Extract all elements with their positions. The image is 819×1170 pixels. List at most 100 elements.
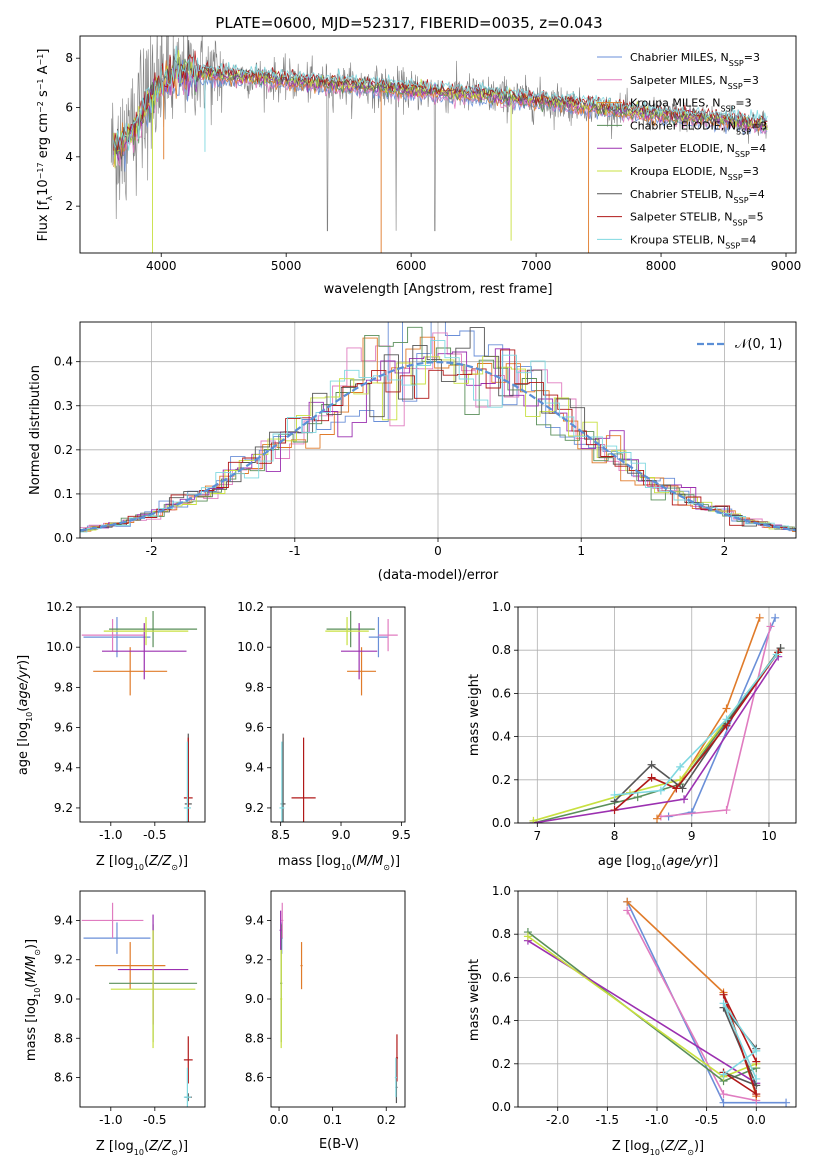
weight-point-marker (772, 650, 781, 659)
y-tick-label: 0.2 (54, 443, 73, 457)
y-tick-label: 0.2 (492, 773, 511, 787)
weight-point-marker (653, 814, 661, 823)
y-tick-label: 9.2 (245, 953, 264, 967)
legend-entry: Salpeter ELODIE, NSSP=4 (630, 142, 766, 159)
y-tick-label: 10.0 (237, 640, 264, 654)
weight-point-marker (610, 790, 619, 799)
axes-frame (517, 606, 797, 824)
x-tick-label: -2 (146, 544, 158, 558)
weight-point-marker (719, 1098, 728, 1107)
weight-line-chabrier-elodie (527, 931, 757, 1083)
x-tick-label: 8.5 (271, 828, 290, 842)
y-tick-label: 0.0 (492, 816, 511, 830)
axes-frame (270, 606, 406, 823)
y-tick-label: 9.4 (245, 761, 264, 775)
legend-entry: Salpeter STELIB, NSSP=5 (630, 211, 764, 228)
weight-point-marker (766, 622, 775, 631)
figure-title: PLATE=0600, MJD=52317, FIBERID=0035, z=0… (215, 14, 602, 32)
weight-line-chabrier-elodie (533, 647, 782, 823)
y-tick-label: 0.1 (54, 487, 73, 501)
axes-mass_vs_Z: -1.0 -0.5 8.6 8.8 9.0 9.2 9.4 (54, 890, 206, 1127)
y-tick-label: 8.6 (54, 1071, 73, 1085)
x-tick-label: 9.0 (331, 828, 350, 842)
y-tick-label: 0.8 (492, 927, 511, 941)
massZ-y-label: mass [log10(M/M⊙)] (24, 939, 42, 1061)
y-tick-label: 9.0 (245, 992, 264, 1006)
weight-point-marker (752, 1090, 761, 1099)
weight-point-marker (722, 715, 731, 724)
y-tick-label: 0.4 (54, 355, 73, 369)
axes-frame (79, 606, 206, 823)
x-tick-label: 6000 (396, 259, 427, 273)
plot-area-mass_vs_ebv (279, 902, 399, 1104)
y-tick-label: 0.6 (492, 686, 511, 700)
weight-point-marker (755, 613, 764, 622)
axes-frame (517, 890, 797, 1108)
weight-point-marker (680, 795, 689, 804)
y-tick-label: 9.2 (245, 801, 264, 815)
weight-point-marker (623, 906, 632, 915)
axes-residuals: -2 -1 0 1 2 0.0 0.1 0.2 0.3 0.4 (54, 321, 797, 558)
y-tick-label: 0.6 (492, 970, 511, 984)
weight-point-marker (610, 806, 619, 815)
weightZ-y-label: mass weight (467, 959, 482, 1041)
weight-point-marker (722, 806, 731, 815)
plot-area-age_vs_mass (279, 611, 398, 822)
x-tick-label: 0.2 (377, 1113, 396, 1127)
y-tick-label: 9.6 (54, 721, 73, 735)
y-tick-label: 10.2 (46, 600, 73, 614)
x-tick-label: 0.1 (323, 1113, 342, 1127)
y-tick-label: 4 (65, 150, 73, 164)
weightAge-y-label: mass weight (467, 674, 482, 756)
axes-frame (79, 890, 206, 1108)
weight-point-marker (687, 808, 696, 817)
y-tick-label: 8.6 (245, 1071, 264, 1085)
y-tick-label: 0.4 (492, 1014, 511, 1028)
legend-entry: Chabrier MILES, NSSP=3 (630, 51, 760, 68)
axes-age_vs_mass: 8.5 9.0 9.5 9.2 9.4 9.6 9.8 10.0 10.2 (237, 600, 411, 842)
weight-point-marker (719, 999, 728, 1008)
legend-entry: Chabrier STELIB, NSSP=4 (630, 188, 765, 205)
weight-point-marker (752, 1074, 761, 1083)
weight-line-kroupa-miles (626, 901, 758, 1097)
spectrum-legend: Chabrier MILES, NSSP=3 Salpeter MILES, NS… (597, 51, 767, 250)
y-tick-label: 10.2 (237, 600, 264, 614)
y-tick-label: 0.0 (492, 1100, 511, 1114)
weight-point-marker (719, 1090, 728, 1099)
y-tick-label: 0.4 (492, 730, 511, 744)
y-tick-label: 0.2 (492, 1057, 511, 1071)
weightAge-x-label: age [log10(age/yr)] (598, 854, 718, 872)
weight-point-marker (523, 932, 532, 941)
legend-entry: Chabrier ELODIE, NSSP=3 (630, 119, 767, 136)
x-tick-label: 0.0 (747, 1113, 766, 1127)
legend-entry: Salpeter MILES, NSSP=3 (630, 74, 759, 91)
weight-point-marker (647, 773, 656, 782)
weight-point-marker (529, 816, 538, 823)
weight-point-marker (722, 704, 731, 713)
plot-area-mass_weight_vs_age (529, 613, 785, 823)
x-tick-label: 5000 (271, 259, 302, 273)
y-tick-label: 1.0 (492, 884, 511, 898)
y-tick-label: 6 (65, 101, 73, 115)
plot-area-mass_weight_vs_Z (523, 897, 791, 1107)
y-tick-label: 9.8 (245, 680, 264, 694)
weightZ-x-label: Z [log10(Z/Z⊙)] (612, 1139, 704, 1157)
plot-area-spectrum (110, 36, 768, 253)
weight-point-marker (719, 1070, 728, 1079)
y-tick-label: 0.0 (54, 531, 73, 545)
y-tick-label: 9.8 (54, 680, 73, 694)
weight-point-marker (782, 1098, 791, 1107)
axes-age_vs_Z: -1.0 -0.5 9.2 9.4 9.6 9.8 10.0 10.2 (46, 600, 206, 842)
residual-y-label: Normed distribution (28, 365, 43, 495)
y-tick-label: 0.3 (54, 399, 73, 413)
y-tick-label: 9.6 (245, 721, 264, 735)
x-tick-label: 10 (761, 829, 776, 843)
normal-curve (80, 360, 796, 532)
residual-hist-chabrier-elodie (80, 326, 796, 532)
weight-line-salpeter-stelib (613, 651, 779, 811)
axes-frame (79, 35, 797, 254)
ageZ-y-label: age [log10(age/yr)] (16, 655, 34, 775)
weight-line-salpeter-elodie (527, 940, 757, 1084)
y-tick-label: 9.2 (54, 953, 73, 967)
plot-area-mass_vs_Z (81, 902, 198, 1107)
